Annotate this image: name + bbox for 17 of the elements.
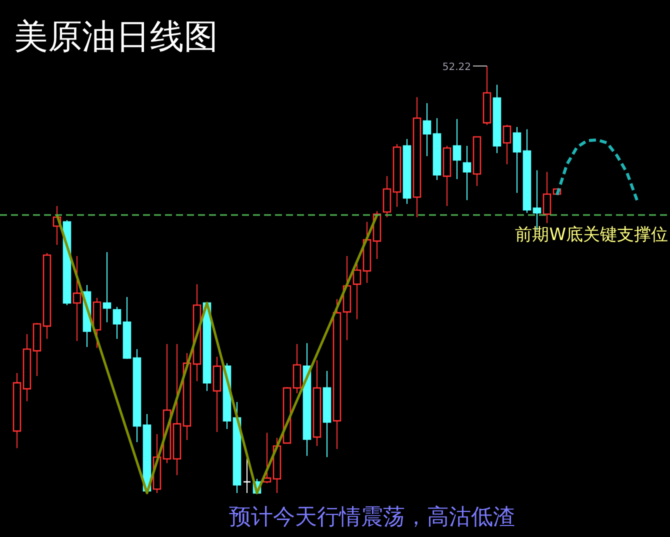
candlestick [382, 176, 392, 218]
text: 预计今天行情震荡，高沽低渣 [229, 505, 515, 530]
candlestick [292, 343, 302, 394]
candlestick [242, 456, 252, 494]
ref-line-label: 前期W底关键支撑位 [515, 225, 668, 246]
candlestick [462, 145, 472, 201]
candlestick [452, 118, 462, 180]
candlestick [112, 306, 122, 340]
chart-title: 美原油日线图 [14, 17, 218, 57]
candlestick [542, 171, 552, 224]
annotation: 52.22 [442, 62, 471, 73]
candlestick [352, 261, 362, 320]
candlestick [102, 252, 112, 323]
candlestick [422, 102, 432, 157]
candlestick [72, 256, 82, 342]
candlestick [512, 126, 522, 194]
candlestick [502, 124, 512, 165]
